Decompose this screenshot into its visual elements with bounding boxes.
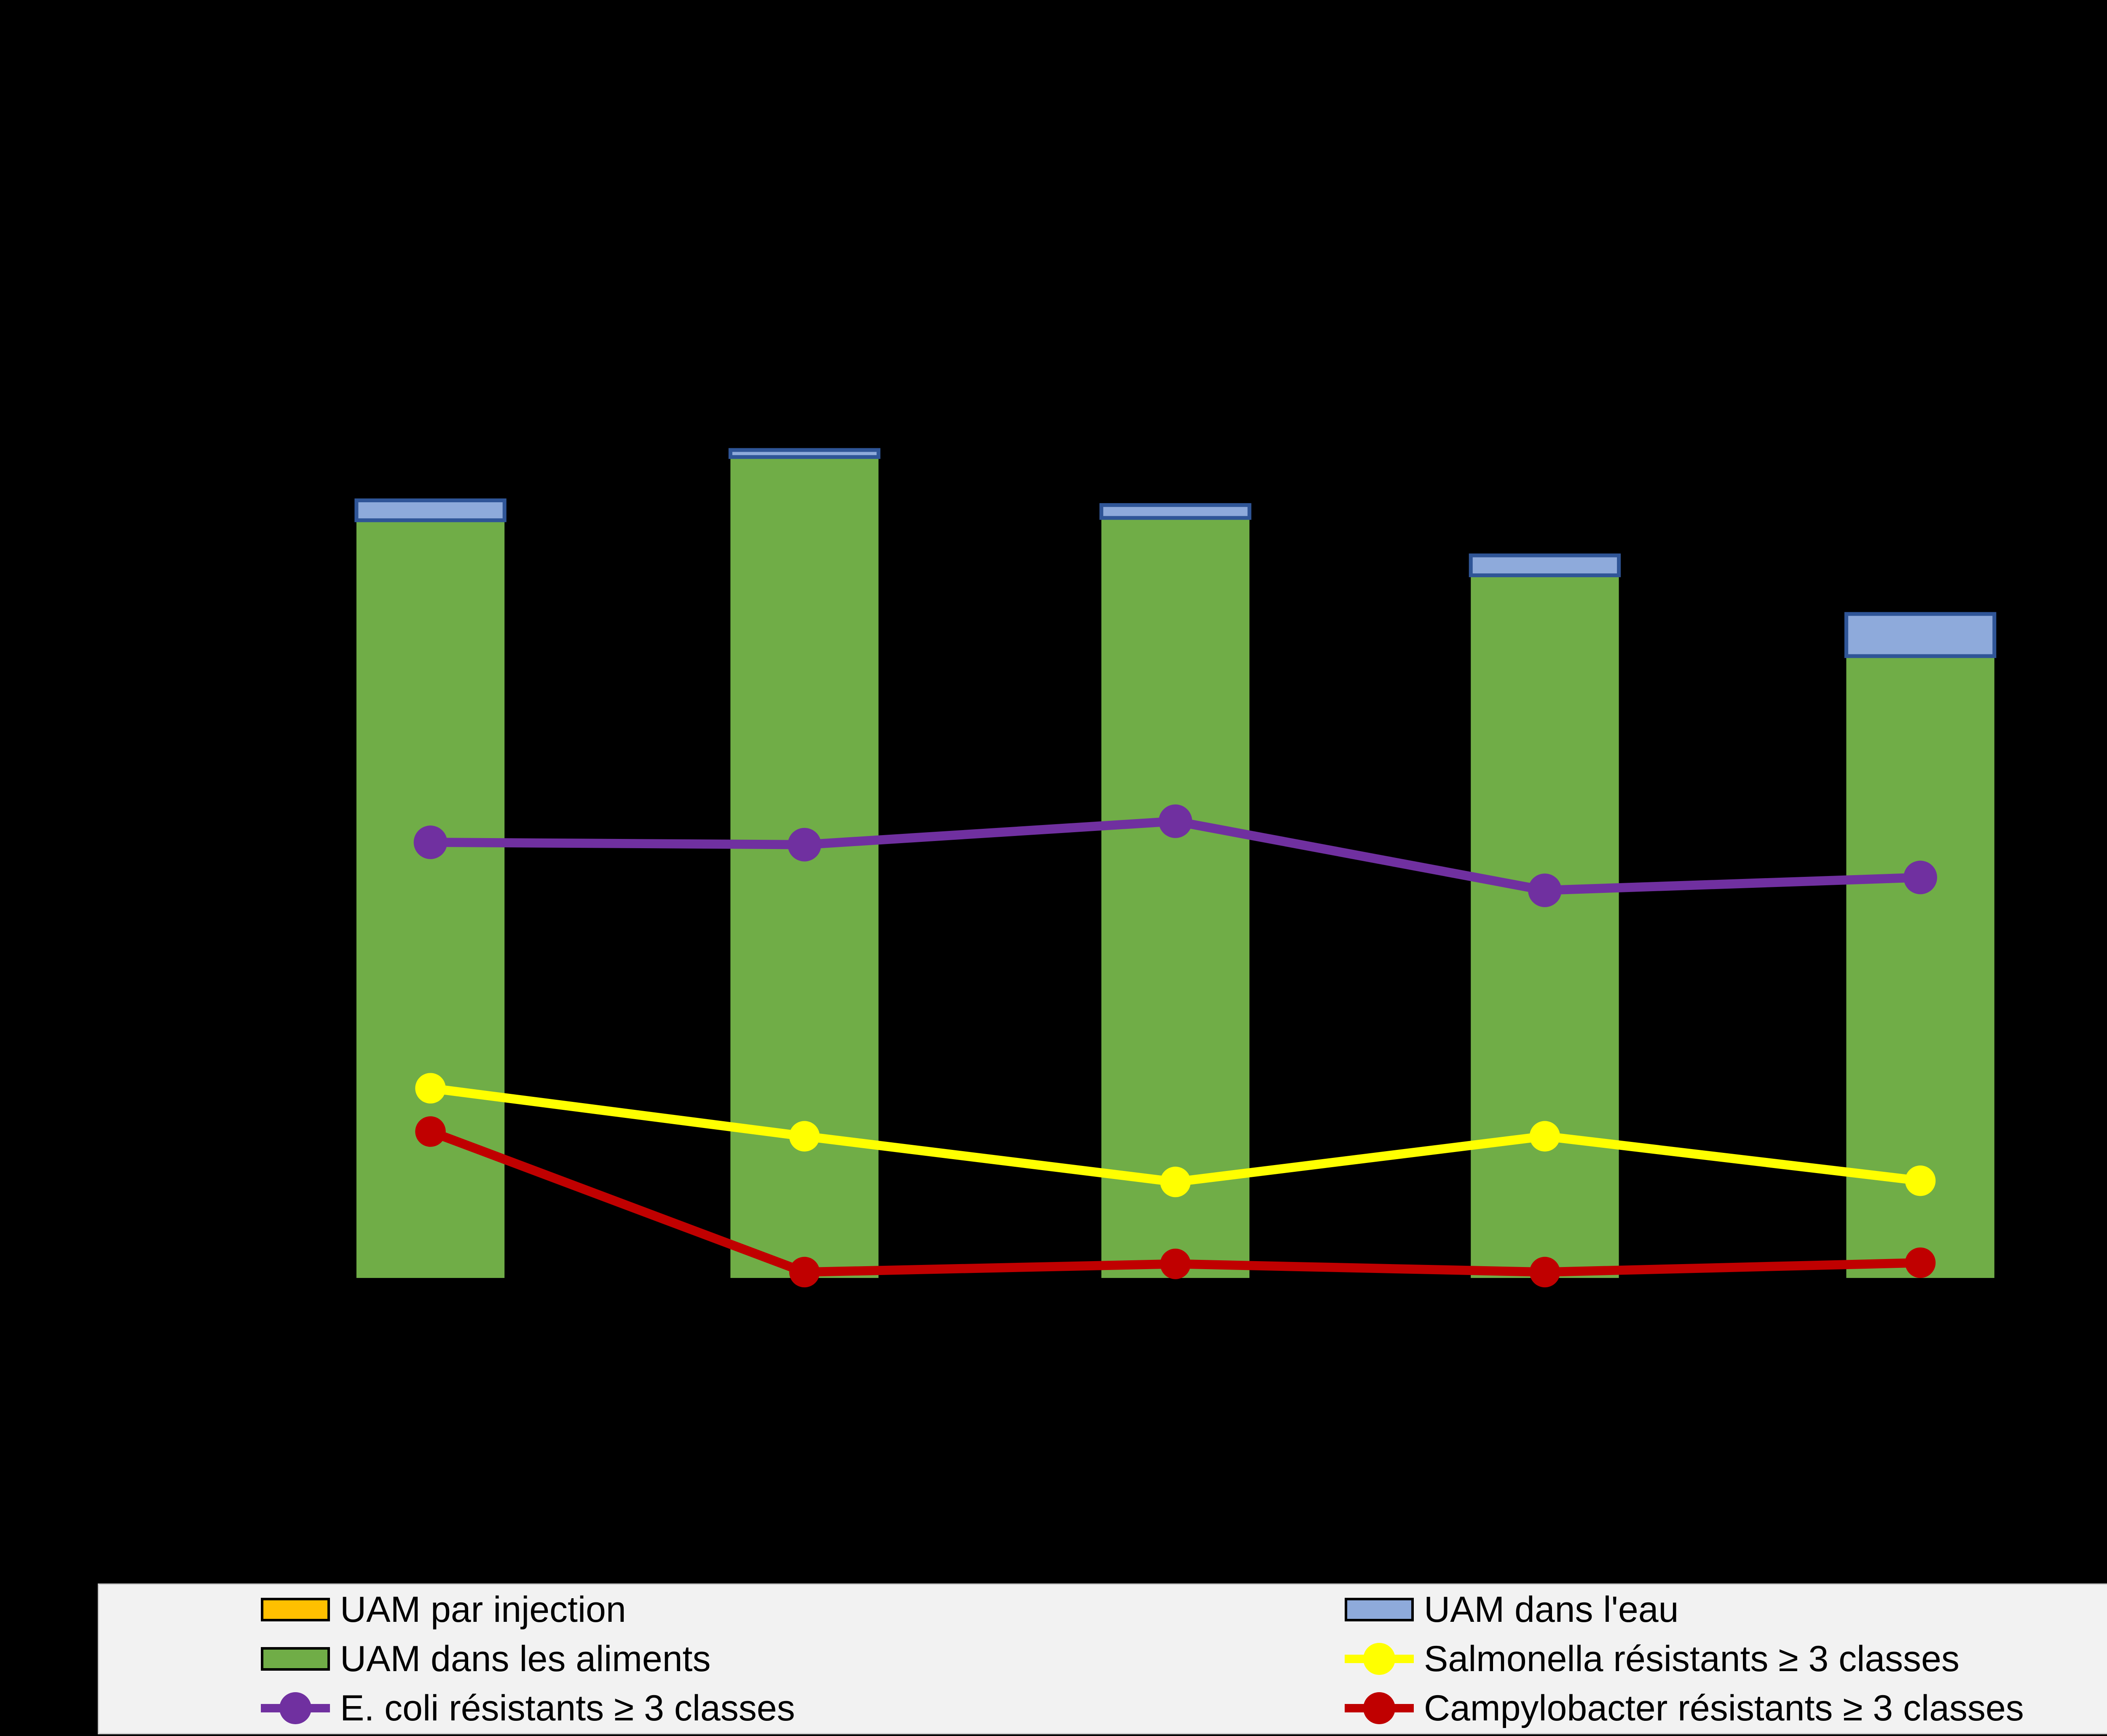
bar-segment bbox=[1099, 503, 1252, 520]
legend-item-uam-aliments: UAM dans les aliments bbox=[261, 1636, 1345, 1682]
line-marker bbox=[1905, 1247, 1936, 1278]
line-swatch-icon bbox=[1345, 1636, 1414, 1682]
bar-segment bbox=[1471, 575, 1619, 1278]
line-marker bbox=[1158, 804, 1193, 838]
bar-segment bbox=[356, 520, 505, 1278]
line-swatch-icon bbox=[1345, 1685, 1414, 1731]
legend-label: Campylobacter résistants ≥ 3 classes bbox=[1424, 1688, 2024, 1729]
bar-swatch-icon bbox=[261, 1636, 330, 1682]
legend-label: UAM dans les aliments bbox=[340, 1638, 711, 1679]
legend-item-uam-eau: UAM dans l'eau bbox=[1345, 1586, 2107, 1633]
legend-label: UAM par injection bbox=[340, 1589, 626, 1630]
line-swatch-icon bbox=[261, 1685, 330, 1731]
chart-legend: UAM par injection UAM dans l'eau UAM dan… bbox=[98, 1583, 2107, 1734]
line-marker bbox=[1529, 1121, 1560, 1152]
bar-segment bbox=[1101, 518, 1249, 1278]
line-marker bbox=[1903, 860, 1937, 895]
legend-item-salmonella: Salmonella résistants ≥ 3 classes bbox=[1345, 1636, 2107, 1682]
legend-label: UAM dans l'eau bbox=[1424, 1589, 1679, 1630]
bar-swatch-icon bbox=[261, 1586, 330, 1633]
bar-segment bbox=[1469, 553, 1621, 577]
line-marker bbox=[413, 825, 448, 859]
line-marker bbox=[1160, 1166, 1191, 1198]
legend-item-campylobacter: Campylobacter résistants ≥ 3 classes bbox=[1345, 1685, 2107, 1731]
line-marker bbox=[1529, 1256, 1560, 1288]
line-marker bbox=[1905, 1165, 1936, 1196]
bar-segment bbox=[730, 457, 879, 1278]
bar-segment bbox=[1844, 612, 1997, 658]
bar-segment bbox=[354, 498, 507, 522]
legend-item-uam-injection: UAM par injection bbox=[261, 1586, 1345, 1633]
legend-label: E. coli résistants ≥ 3 classes bbox=[340, 1688, 795, 1729]
legend-item-ecoli: E. coli résistants ≥ 3 classes bbox=[261, 1685, 1345, 1731]
line-marker bbox=[789, 1256, 820, 1288]
bar-segment bbox=[728, 448, 881, 459]
line-marker bbox=[1528, 873, 1562, 907]
line-marker bbox=[1160, 1248, 1191, 1279]
bar-swatch-icon bbox=[1345, 1586, 1414, 1633]
line-marker bbox=[415, 1073, 446, 1104]
line-marker bbox=[788, 828, 821, 862]
legend-label: Salmonella résistants ≥ 3 classes bbox=[1424, 1638, 1960, 1679]
line-marker bbox=[415, 1116, 446, 1147]
line-marker bbox=[789, 1121, 820, 1152]
